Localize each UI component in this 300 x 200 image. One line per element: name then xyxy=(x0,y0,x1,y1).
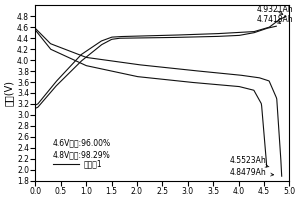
Text: 4.8479Ah: 4.8479Ah xyxy=(230,168,274,177)
Text: 4.8V效率:98.29%: 4.8V效率:98.29% xyxy=(53,151,111,160)
Text: 4.5523Ah: 4.5523Ah xyxy=(230,156,269,167)
Y-axis label: 电压(V): 电压(V) xyxy=(4,80,14,106)
Text: 4.6V效率:96.00%: 4.6V效率:96.00% xyxy=(53,139,111,148)
Text: 4.7418Ah: 4.7418Ah xyxy=(256,15,293,24)
Text: 实施例1: 实施例1 xyxy=(84,159,102,168)
Text: 4.9321Ah: 4.9321Ah xyxy=(256,5,293,14)
